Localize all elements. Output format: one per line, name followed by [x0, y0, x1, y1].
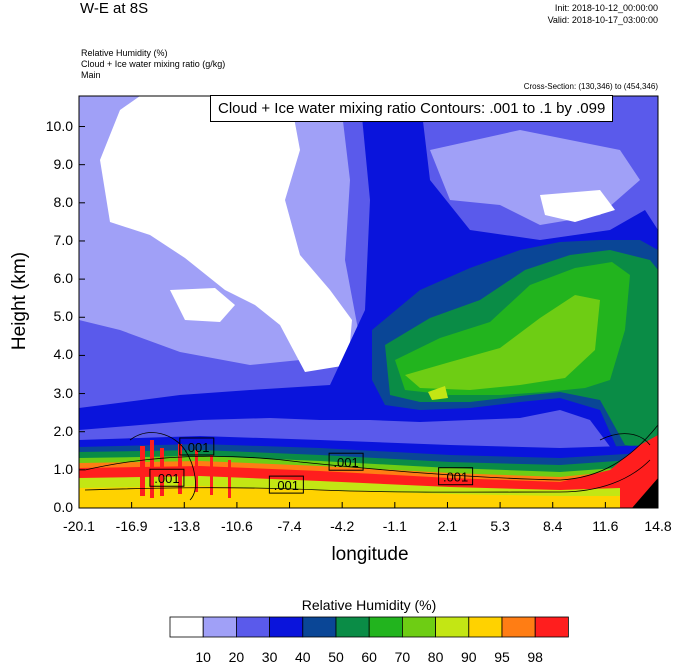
colorbar-swatch [335, 616, 370, 638]
streak [210, 455, 213, 495]
field-main: Main [81, 70, 101, 80]
colorbar-tick-label: 90 [461, 649, 477, 665]
streak [140, 446, 145, 496]
rh-field [79, 96, 658, 508]
rh-band-95-surface [79, 486, 620, 508]
colorbar-tick-label: 60 [361, 649, 377, 665]
colorbar-swatch [169, 616, 204, 638]
contour-label: .001 [333, 455, 358, 470]
colorbar-tick-label: 98 [527, 649, 543, 665]
contour-label: .001 [274, 478, 299, 493]
terrain [632, 478, 658, 508]
colorbar-swatch [534, 616, 569, 638]
contour-label-box [179, 437, 215, 456]
x-tick-label: 11.6 [592, 518, 619, 534]
rh-region-dry-patch [170, 288, 235, 322]
valid-time: Valid: 2018-10-17_03:00:00 [547, 15, 658, 25]
y-tick-label: 9.0 [53, 155, 73, 172]
plot-title: W-E at 8S [80, 0, 149, 17]
init-time: Init: 2018-10-12_00:00:00 [554, 3, 658, 13]
contour-line [129, 432, 196, 501]
x-tick-label: -4.2 [330, 518, 355, 534]
field-cloud-ice: Cloud + Ice water mixing ratio (g/kg) [81, 59, 226, 69]
y-tick-label: 2.0 [53, 422, 73, 439]
colorbar-swatch [202, 616, 237, 638]
y-tick-label: 6.0 [53, 270, 73, 287]
y-tick-label: 0.0 [53, 499, 73, 515]
colorbar-swatch [468, 616, 503, 638]
colorbar-tick-label: 40 [295, 649, 311, 665]
colorbar-swatch [269, 616, 304, 638]
y-tick-label: 4.0 [53, 346, 73, 363]
contour-label: .001 [154, 471, 179, 486]
contour-label-box [268, 475, 304, 494]
cross-section-label: Cross-Section: (130,346) to (454,346) [523, 82, 658, 91]
x-tick-label: -1.1 [382, 518, 407, 534]
rh-region-90 [428, 386, 448, 400]
colorbar-tick-label: 50 [328, 649, 344, 665]
axis-ticks [78, 126, 659, 509]
x-tick-label: -16.9 [115, 518, 148, 534]
x-tick-label: 14.8 [644, 518, 672, 534]
x-tick-label: -10.6 [220, 518, 253, 534]
x-tick-label: -7.4 [277, 518, 302, 534]
colorbar-swatch [235, 616, 270, 638]
contour-label-box [438, 467, 474, 486]
colorbar-tick-label: 70 [394, 649, 411, 665]
colorbar-swatch [401, 616, 436, 638]
streak [228, 460, 231, 498]
x-tick-label: -13.8 [168, 518, 201, 534]
colorbar-swatch [435, 616, 470, 638]
colorbar-swatch [302, 616, 337, 638]
y-tick-label: 8.0 [53, 193, 73, 210]
colorbar-tick-label: 30 [261, 649, 278, 665]
contour-label-box [149, 468, 185, 487]
colorbar-tick-label: 95 [494, 649, 510, 665]
y-tick-label: 10.0 [45, 117, 73, 134]
colorbar-tick-label: 20 [228, 649, 245, 665]
x-tick-label: 8.4 [542, 518, 563, 534]
time-info: Init: 2018-10-12_00:00:00 Valid: 2018-10… [548, 2, 658, 26]
contour-labels: .001 .001 .001 .001 .001 [149, 437, 474, 494]
y-tick-label: 5.0 [53, 308, 73, 325]
contour-label-box [328, 452, 364, 471]
y-tick-label: 3.0 [53, 384, 73, 401]
x-tick-label: 2.1 [437, 518, 458, 534]
colorbar-title: Relative Humidity (%) [301, 597, 437, 613]
colorbar-swatch [368, 616, 403, 638]
contour-line [84, 459, 651, 493]
x-axis-label: longitude [331, 544, 409, 565]
cloud-contours [84, 424, 658, 501]
colorbar-tick-label: 10 [195, 649, 211, 665]
rh-region-80 [405, 295, 600, 390]
colorbar-swatch [501, 616, 536, 638]
y-tick-label: 1.0 [53, 460, 73, 477]
contour-label: .001 [184, 440, 209, 455]
streak [195, 450, 198, 492]
contour-line [84, 424, 658, 481]
rh-region-dry-east-core [540, 190, 615, 222]
rh-region-dry-core [100, 96, 352, 372]
y-tick-label: 7.0 [53, 231, 73, 248]
field-rh: Relative Humidity (%) [81, 48, 168, 58]
x-tick-label: 5.3 [490, 518, 510, 534]
contour-info-box: Cloud + Ice water mixing ratio Contours:… [210, 95, 614, 122]
colorbar [169, 616, 569, 638]
y-axis-label: Height (km) [9, 251, 30, 351]
streak [160, 448, 164, 496]
contour-label: .001 [443, 470, 468, 485]
x-tick-label: -20.1 [63, 518, 95, 534]
colorbar-tick-label: 80 [427, 649, 444, 665]
field-info: Relative Humidity (%) Cloud + Ice water … [81, 48, 225, 81]
contour-line [599, 433, 651, 446]
